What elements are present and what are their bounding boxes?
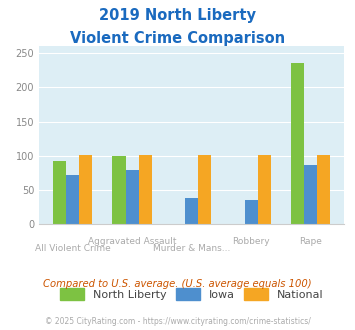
Bar — [258, 155, 271, 224]
Text: Aggravated Assault: Aggravated Assault — [88, 237, 176, 246]
Bar — [291, 63, 304, 224]
Bar — [198, 155, 211, 224]
Text: Murder & Mans...: Murder & Mans... — [153, 244, 230, 252]
Bar — [139, 155, 152, 224]
Bar — [79, 155, 92, 224]
Text: Violent Crime Comparison: Violent Crime Comparison — [70, 31, 285, 46]
Bar — [126, 170, 139, 224]
Bar — [53, 161, 66, 224]
Bar — [304, 165, 317, 224]
Text: Rape: Rape — [299, 237, 322, 246]
Text: © 2025 CityRating.com - https://www.cityrating.com/crime-statistics/: © 2025 CityRating.com - https://www.city… — [45, 317, 310, 326]
Text: Compared to U.S. average. (U.S. average equals 100): Compared to U.S. average. (U.S. average … — [43, 279, 312, 289]
Bar — [66, 175, 79, 224]
Bar — [113, 156, 126, 224]
Text: 2019 North Liberty: 2019 North Liberty — [99, 8, 256, 23]
Legend: North Liberty, Iowa, National: North Liberty, Iowa, National — [55, 283, 328, 304]
Text: Robbery: Robbery — [233, 237, 270, 246]
Bar — [185, 198, 198, 224]
Bar — [245, 200, 258, 224]
Bar — [317, 155, 331, 224]
Text: All Violent Crime: All Violent Crime — [35, 244, 110, 252]
